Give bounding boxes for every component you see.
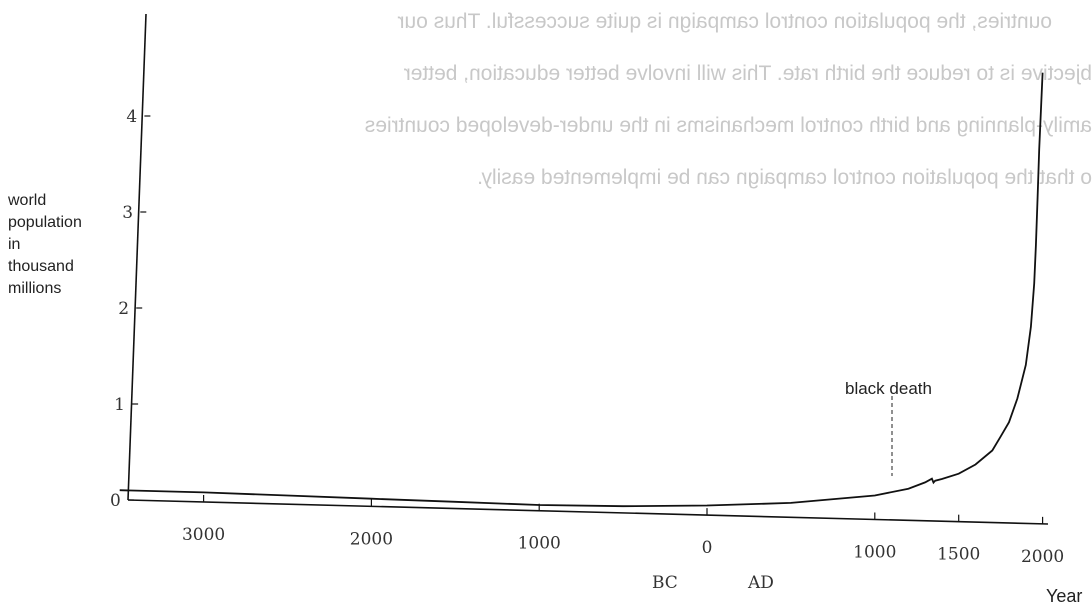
x-tick-label: 1500 [937, 545, 980, 565]
x-tick-label: 1000 [518, 534, 561, 554]
bleed-text-line: bjective is to reduce the birth rate. Th… [404, 62, 1092, 85]
population-curve [119, 72, 1044, 508]
bleed-text-line: ountries, the population control campaig… [398, 10, 1053, 33]
bleed-text-line: amily-planning and birth control mechani… [365, 114, 1092, 137]
x-axis-title: Year [1046, 586, 1082, 606]
x-ticks: 3000 2000 1000 0 1000 1500 2000 [182, 494, 1064, 567]
bleed-text-line: o that the population control campaign c… [477, 166, 1092, 189]
y-ticks: 0 1 2 3 4 [110, 107, 151, 511]
y-axis-title: world population in thousand millions [8, 190, 118, 300]
y-axis-title-line: population [8, 214, 82, 231]
y-axis-title-line: in [8, 236, 21, 253]
y-tick-label: 1 [114, 395, 125, 415]
era-label-ad: AD [747, 573, 774, 593]
x-tick-label: 1000 [853, 542, 896, 562]
x-tick-label: 2000 [1021, 547, 1064, 567]
y-axis-title-line: world [8, 192, 47, 209]
y-tick-label: 4 [126, 107, 137, 127]
y-tick-label: 3 [122, 203, 133, 223]
era-label-bc: BC [652, 573, 678, 593]
annotation-label: black death [845, 379, 932, 398]
bleed-through-text: ountries, the population control campaig… [365, 10, 1092, 189]
x-axis-line [127, 499, 1049, 525]
x-tick-label: 2000 [350, 529, 393, 549]
x-tick-label: 0 [702, 538, 713, 558]
y-tick-label: 2 [118, 299, 129, 319]
x-tick-label: 3000 [182, 525, 225, 545]
y-axis-line [127, 13, 147, 501]
y-axis-title-line: thousand [8, 258, 74, 275]
y-tick-label: 0 [110, 491, 121, 511]
y-axis-title-line: millions [8, 280, 62, 297]
